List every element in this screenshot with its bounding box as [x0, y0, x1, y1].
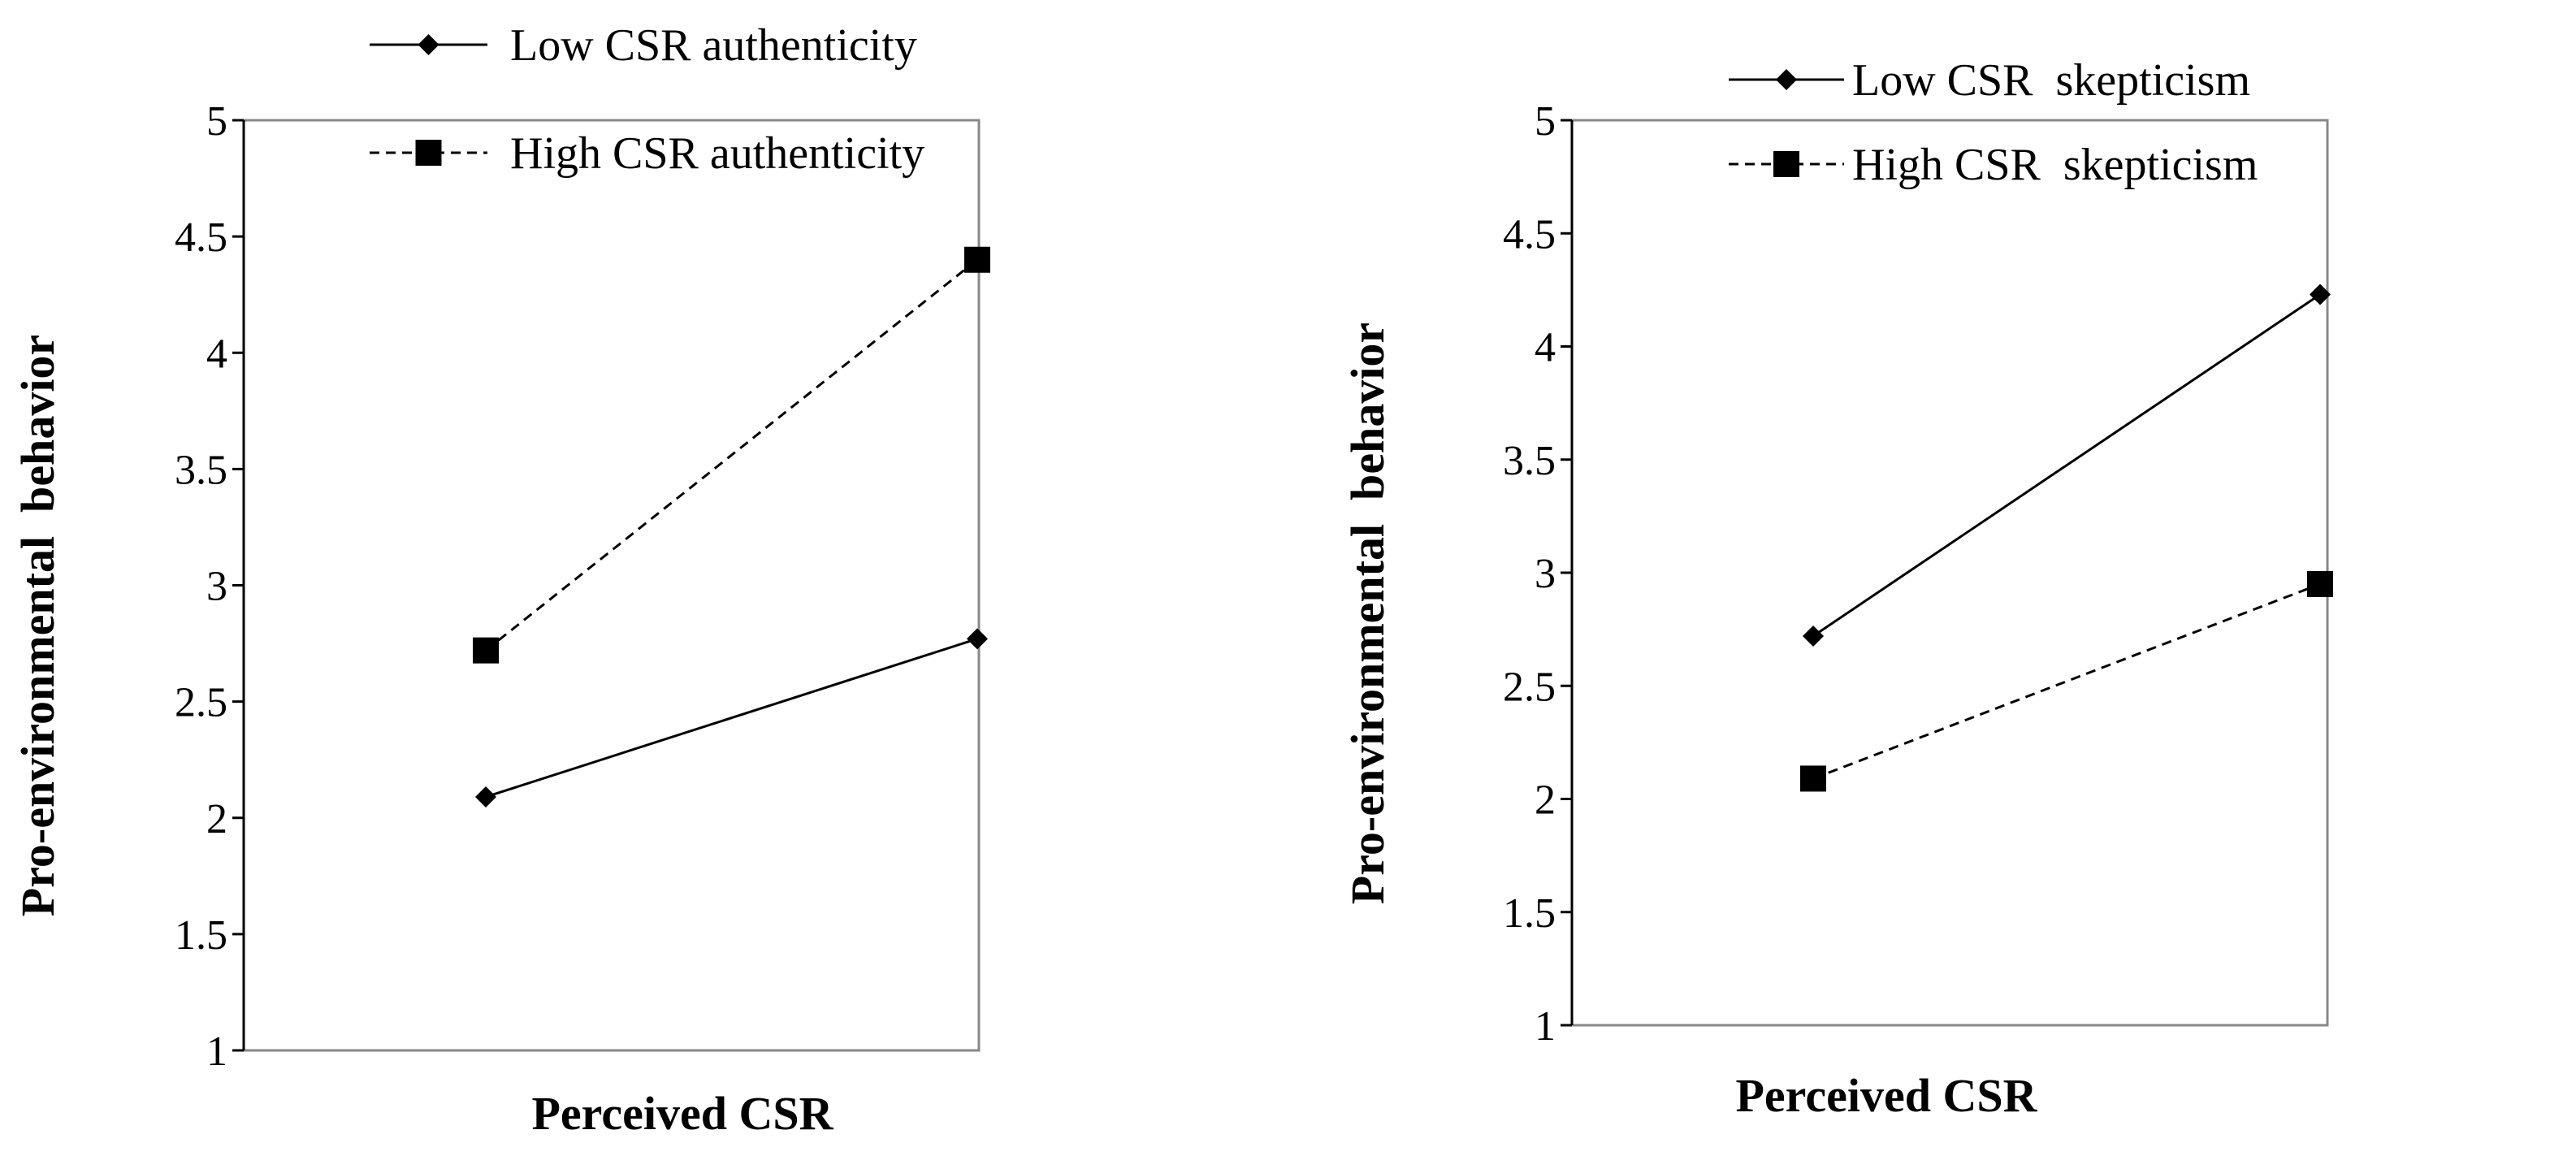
- chart-panel-1: 1 1.5 2 2.5 3 3.5 4 4.5 5 Pro-environmental behav…: [11, 20, 990, 1140]
- legend-marker-2: [1773, 151, 1799, 177]
- data-point-1-1: [475, 786, 496, 807]
- data-point-2-2: [2307, 570, 2333, 597]
- y-tick-label: 1: [206, 1028, 227, 1075]
- y-tick-label: 2: [1535, 777, 1556, 824]
- y-axis-title: Pro-environmental behavior: [1341, 323, 1394, 904]
- legend-marker-1: [418, 34, 439, 55]
- legend-label-1: Low CSR skepticism: [1852, 55, 2250, 106]
- y-tick-label: 4: [1535, 325, 1556, 371]
- y-tick-label: 1.5: [175, 912, 227, 959]
- series-line-1: [1812, 293, 2321, 638]
- y-tick-label: 2: [206, 796, 227, 842]
- y-tick-label: 4.5: [175, 214, 227, 261]
- y-tick-label: 4: [206, 331, 227, 377]
- legend-label-1: Low CSR authenticity: [510, 20, 917, 71]
- y-tick-label: 5: [1535, 98, 1556, 145]
- y-tick-label: 5: [206, 98, 227, 145]
- series-line-1: [485, 637, 978, 799]
- series-line-2: [1812, 582, 2321, 780]
- y-tick-label: 1: [1535, 1003, 1556, 1050]
- data-point-2-1: [1800, 765, 1826, 792]
- data-point-2-2: [964, 246, 990, 273]
- x-axis-title: Perceived CSR: [532, 1087, 834, 1140]
- legend-label-2: High CSR authenticity: [510, 128, 924, 179]
- plot-area: [1570, 119, 2329, 1027]
- data-point-1-2: [967, 628, 988, 650]
- legend-marker-1: [1776, 69, 1797, 90]
- chart-panel-2: 1 1.5 2 2.5 3 3.5 4 4.5 5 Pro-environmental behav…: [1341, 55, 2333, 1122]
- legend-marker-2: [415, 140, 442, 166]
- data-point-1-1: [1803, 625, 1824, 647]
- legend-label-2: High CSR skepticism: [1852, 140, 2258, 190]
- x-axis-title: Perceived CSR: [1736, 1069, 2038, 1122]
- plot-area: [242, 119, 981, 1052]
- y-tick-label: 3: [206, 564, 227, 610]
- y-tick-label: 1.5: [1503, 890, 1556, 937]
- data-point-1-2: [2310, 284, 2331, 305]
- y-tick-label: 2.5: [175, 680, 227, 726]
- y-tick-label: 3.5: [175, 447, 227, 493]
- y-tick-label: 3.5: [1503, 438, 1556, 484]
- y-tick-label: 2.5: [1503, 664, 1556, 710]
- series-line-2: [485, 258, 978, 652]
- y-axis-title: Pro-environmental behavior: [11, 335, 64, 916]
- y-tick-label: 4.5: [1503, 211, 1556, 258]
- y-tick-label: 3: [1535, 551, 1556, 597]
- data-point-2-1: [473, 637, 499, 664]
